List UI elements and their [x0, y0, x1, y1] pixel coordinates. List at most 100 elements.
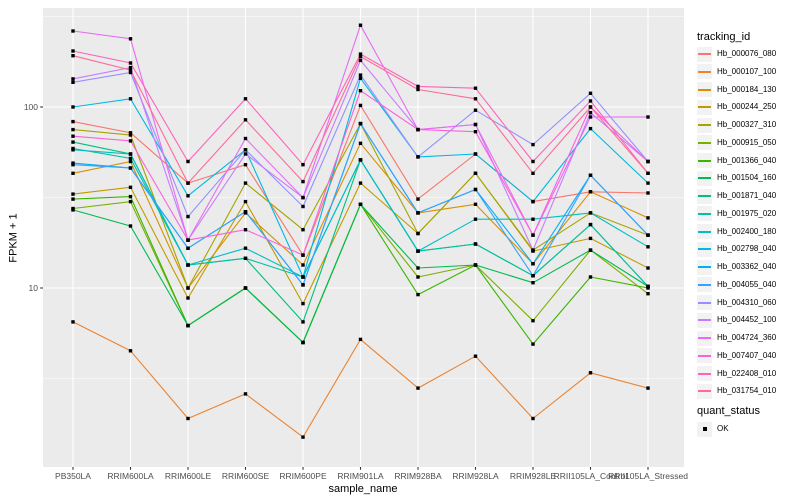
data-point: [588, 248, 593, 252]
legend-item: Hb_003362_040: [697, 259, 776, 275]
data-point: [243, 228, 248, 232]
data-point: [416, 386, 420, 390]
y-axis-title: FPKM + 1: [7, 213, 20, 263]
legend-item: Hb_000107_100: [697, 64, 776, 80]
legend-item-label: Hb_007407_040: [717, 350, 777, 360]
data-point: [243, 97, 248, 101]
legend-key-box: [697, 348, 712, 364]
data-point: [71, 49, 75, 53]
legend-key-line-icon: [698, 266, 711, 268]
data-point: [301, 195, 305, 200]
legend-item: Hb_001975_020: [697, 206, 776, 222]
data-point: [646, 191, 650, 195]
data-point: [128, 185, 133, 189]
data-point: [588, 190, 593, 194]
data-point: [416, 155, 420, 159]
data-point: [473, 242, 478, 246]
data-point: [358, 73, 363, 77]
data-point: [358, 181, 363, 185]
data-point: [646, 181, 650, 185]
legend-item-label: Hb_000184_130: [717, 84, 777, 94]
data-point: [358, 54, 363, 59]
legend-item: Hb_002798_040: [697, 241, 776, 257]
data-point: [186, 214, 190, 219]
data-point: [416, 84, 420, 89]
data-point: [71, 119, 75, 124]
data-point: [128, 199, 133, 204]
legend-key-box: [697, 259, 712, 275]
data-point: [243, 392, 248, 396]
data-point: [301, 228, 305, 232]
legend-key-box: [697, 170, 712, 186]
data-point: [588, 371, 593, 375]
data-point: [301, 283, 305, 287]
legend-title-quant-status: quant_status: [697, 405, 760, 417]
legend-key-line-icon: [698, 372, 711, 375]
x-tick-label: RRII105LA_Control: [553, 471, 628, 481]
data-point: [531, 159, 535, 164]
data-point: [243, 256, 248, 260]
data-point: [71, 197, 75, 201]
data-point: [128, 224, 133, 228]
legend-item: Hb_007407_040: [697, 348, 776, 364]
legend-item: Hb_004452_100: [697, 312, 776, 328]
legend-key-box: [697, 383, 712, 399]
data-point: [243, 148, 248, 152]
data-point: [646, 115, 650, 119]
legend-item: Hb_031754_010: [697, 383, 776, 399]
data-point: [473, 130, 478, 134]
data-point: [646, 216, 650, 220]
data-point: [71, 134, 75, 138]
data-point: [646, 292, 650, 296]
data-point: [71, 148, 75, 152]
data-point: [588, 211, 593, 215]
legend-item-label: Hb_003362_040: [717, 262, 777, 271]
legend-key-box: [697, 224, 712, 239]
legend-key-box: [697, 295, 712, 310]
data-point: [128, 166, 133, 170]
legend-key-line-icon: [698, 177, 711, 180]
legend-key-line-icon: [698, 248, 711, 251]
legend-key-box: [697, 135, 712, 151]
data-point: [301, 435, 305, 439]
data-point: [128, 159, 133, 164]
legend-item: Hb_001504_160: [697, 170, 776, 186]
legend-item: Hb_004724_360: [697, 330, 776, 346]
data-point: [416, 292, 420, 297]
data-point: [473, 187, 478, 192]
data-point: [71, 105, 75, 109]
data-point: [301, 253, 305, 257]
data-point: [531, 248, 535, 252]
legend-key-line-icon: [698, 212, 711, 215]
data-point: [473, 202, 478, 206]
legend-key-box: [697, 46, 712, 62]
data-point: [416, 275, 420, 279]
legend-item: Hb_000184_130: [697, 82, 776, 98]
data-point: [531, 142, 535, 147]
data-point: [588, 105, 593, 109]
legend-key-box: [697, 330, 712, 346]
data-point: [646, 171, 650, 175]
legend-key-line-icon: [698, 354, 711, 357]
legend-key-box: [697, 421, 712, 437]
x-tick-label: RRIM600LE: [164, 471, 212, 481]
data-point: [416, 266, 420, 270]
data-point: [128, 349, 133, 353]
data-point: [186, 263, 190, 267]
x-axis-title: sample_name: [328, 483, 398, 495]
axis-ticks: [40, 106, 649, 470]
data-point: [646, 266, 650, 270]
x-tick-label: RRIM928BA: [394, 471, 442, 481]
data-point: [71, 54, 75, 58]
data-point: [243, 118, 248, 122]
data-point: [358, 337, 363, 342]
data-point: [358, 89, 363, 93]
legend-key-line-icon: [698, 301, 711, 304]
data-point: [531, 281, 535, 285]
data-point: [588, 173, 593, 177]
legend-item: Hb_000915_050: [697, 135, 776, 151]
data-point: [71, 127, 75, 132]
data-point: [71, 29, 75, 33]
data-point: [473, 217, 478, 221]
